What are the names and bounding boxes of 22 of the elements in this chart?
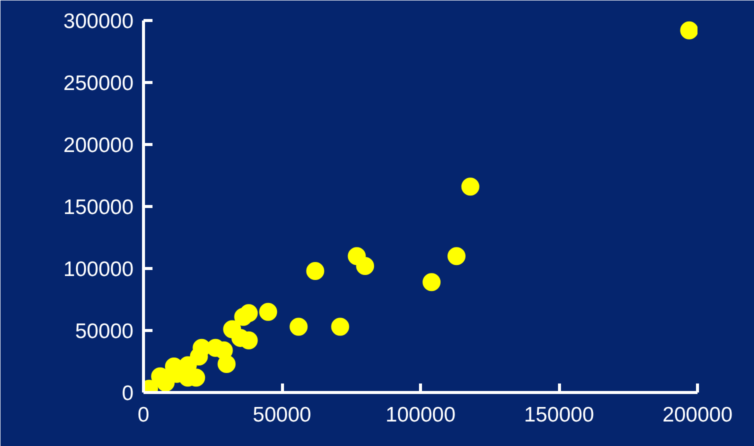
point [331, 318, 350, 336]
point [422, 273, 441, 292]
y-tick-label: 300000 [63, 10, 134, 33]
x-tick-label: 50000 [252, 404, 312, 426]
point [356, 257, 374, 276]
point [240, 304, 258, 322]
point [448, 247, 466, 266]
x-tick-label: 200000 [662, 404, 733, 426]
y-tick-label: 50000 [75, 320, 134, 343]
point [259, 302, 278, 321]
x-tick-label: 150000 [524, 404, 594, 426]
y-tick-label: 250000 [63, 72, 134, 95]
x-tick-label: 0 [138, 404, 150, 426]
y-tick-label: 0 [122, 382, 134, 405]
point [306, 262, 324, 280]
x-tick-label: 100000 [385, 404, 456, 426]
point [680, 21, 698, 40]
y-tick-label: 150000 [63, 196, 134, 219]
point [290, 318, 308, 336]
point [461, 178, 480, 196]
y-tick-label: 200000 [63, 134, 134, 157]
y-tick-label: 100000 [63, 258, 134, 281]
